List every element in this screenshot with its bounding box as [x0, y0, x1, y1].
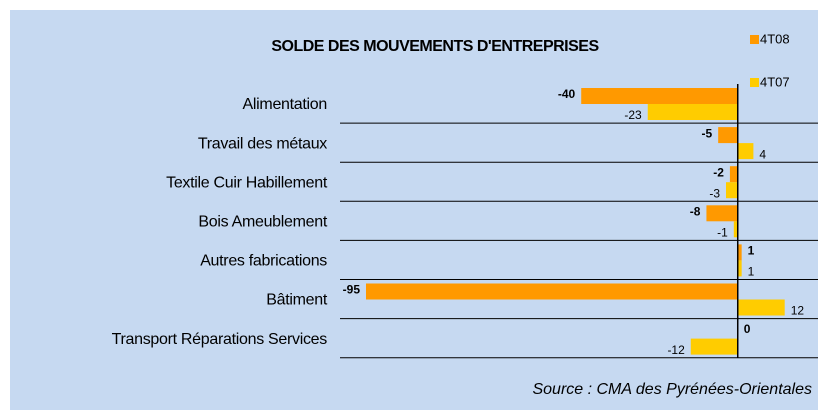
category-label: Textile Cuir Habillement	[166, 174, 328, 191]
source-note: Source : CMA des Pyrénées-Orientales	[532, 381, 812, 398]
bar	[690, 338, 738, 355]
bar	[729, 166, 738, 183]
value-label: -8	[690, 204, 701, 218]
legend-swatch	[750, 35, 759, 44]
bar	[718, 127, 738, 144]
value-label: 4	[759, 147, 766, 161]
bar	[737, 260, 742, 277]
value-label: -5	[702, 126, 713, 140]
value-label: -3	[709, 186, 720, 200]
bar	[737, 299, 785, 316]
value-label: 1	[748, 244, 755, 258]
bar	[366, 283, 738, 300]
bar	[737, 143, 754, 160]
value-label: 1	[748, 265, 755, 279]
chart-background	[10, 10, 818, 410]
legend-label: 4T07	[760, 74, 790, 89]
bar	[581, 88, 738, 104]
category-label: Bois Ameublement	[198, 214, 327, 231]
bar	[706, 205, 738, 222]
value-label: -12	[667, 343, 685, 357]
bar	[733, 221, 738, 238]
category-label: Autres fabrications	[200, 253, 327, 270]
legend-label: 4T08	[760, 31, 790, 46]
value-label: -23	[624, 108, 642, 122]
value-label: 0	[744, 322, 751, 336]
category-label: Transport Réparations Services	[112, 331, 328, 348]
value-label: -2	[713, 165, 724, 179]
legend-swatch	[750, 78, 759, 87]
bar	[737, 244, 742, 261]
category-label: Bâtiment	[266, 292, 328, 309]
category-label: Alimentation	[243, 96, 327, 113]
value-label: -40	[558, 87, 576, 101]
value-label: -95	[343, 283, 361, 297]
value-label: 12	[791, 304, 805, 318]
value-label: -1	[717, 225, 728, 239]
bar	[726, 182, 738, 199]
category-label: Travail des métaux	[198, 135, 327, 152]
chart-title: SOLDE DES MOUVEMENTS D'ENTREPRISES	[271, 38, 599, 55]
bar	[647, 104, 738, 120]
